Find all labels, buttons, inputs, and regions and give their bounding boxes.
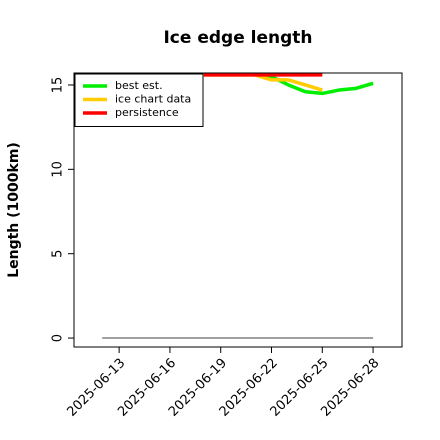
y-tick-label: 15 (51, 77, 66, 94)
legend-label: persistence (115, 106, 179, 119)
axes: 0510152025-06-132025-06-162025-06-192025… (51, 73, 382, 420)
y-tick-label: 10 (51, 161, 66, 178)
y-tick-label: 5 (51, 250, 66, 258)
legend-label: ice chart data (115, 93, 191, 106)
plot-area (102, 73, 374, 339)
legend-label: best est. (115, 79, 163, 92)
series-line (253, 73, 374, 96)
y-tick-label: 0 (51, 334, 66, 342)
chart-title: Ice edge length (163, 28, 312, 48)
plot-frame (73, 72, 403, 348)
y-axis-label: Length (1000km) (6, 142, 22, 278)
series-line (203, 73, 323, 92)
